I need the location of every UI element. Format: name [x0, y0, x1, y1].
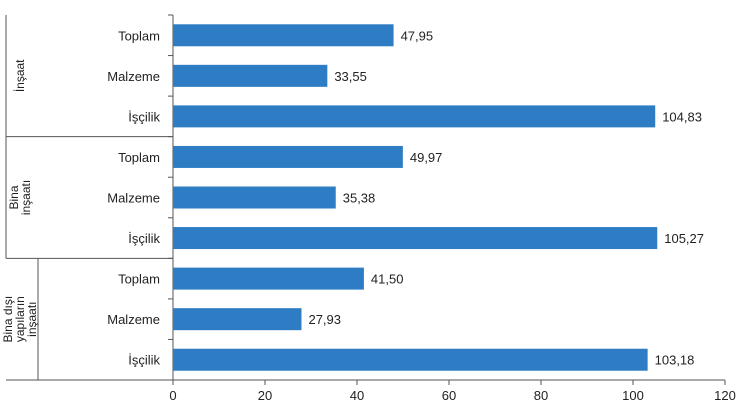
- bar: [173, 105, 656, 128]
- bar: [173, 64, 328, 87]
- category-label: Malzeme: [107, 312, 160, 327]
- x-tick-label: 100: [622, 388, 644, 403]
- bar: [173, 348, 648, 371]
- chart-bars: [173, 24, 658, 371]
- group-label: Bina dışıyapılarıninşaatı: [1, 296, 39, 343]
- chart-axes: [5, 14, 726, 385]
- chart-labels: 0 20 40 60 80 100 120 47,95 Toplam 33,55 Malzeme 10…: [1, 28, 736, 403]
- group-label-line: İnşaat: [13, 59, 27, 92]
- x-tick-label: 0: [169, 388, 176, 403]
- x-tick-label: 20: [258, 388, 272, 403]
- data-label: 49,97: [410, 150, 443, 165]
- group-label: Binainşaatı: [7, 180, 33, 215]
- category-label: Malzeme: [107, 69, 160, 84]
- category-label: Toplam: [118, 28, 160, 43]
- data-label: 33,55: [334, 69, 367, 84]
- group-label-line: inşaatı: [25, 301, 39, 336]
- bar: [173, 145, 403, 168]
- data-label: 103,18: [655, 353, 695, 368]
- data-label: 104,83: [662, 109, 702, 124]
- x-tick-label: 120: [714, 388, 736, 403]
- x-tick-label: 40: [350, 388, 364, 403]
- bar: [173, 24, 394, 47]
- group-label-line: Bina: [7, 185, 21, 209]
- group-label-line: inşaatı: [19, 180, 33, 215]
- data-label: 27,93: [308, 312, 341, 327]
- category-label: Toplam: [118, 150, 160, 165]
- data-label: 35,38: [343, 191, 376, 206]
- data-label: 41,50: [371, 272, 404, 287]
- category-label: İşçilik: [128, 231, 160, 246]
- category-label: İşçilik: [128, 109, 160, 124]
- category-label: Toplam: [118, 272, 160, 287]
- group-label: İnşaat: [13, 59, 27, 92]
- bar: [173, 227, 658, 250]
- bar: [173, 267, 364, 290]
- category-label: Malzeme: [107, 191, 160, 206]
- x-tick-label: 80: [534, 388, 548, 403]
- bar: [173, 308, 302, 331]
- group-label-line: Bina dışı: [1, 296, 15, 343]
- data-label: 47,95: [401, 28, 434, 43]
- data-label: 105,27: [664, 231, 704, 246]
- group-label-line: yapıların: [13, 296, 27, 342]
- bar: [173, 186, 336, 209]
- category-label: İşçilik: [128, 353, 160, 368]
- x-tick-label: 60: [442, 388, 456, 403]
